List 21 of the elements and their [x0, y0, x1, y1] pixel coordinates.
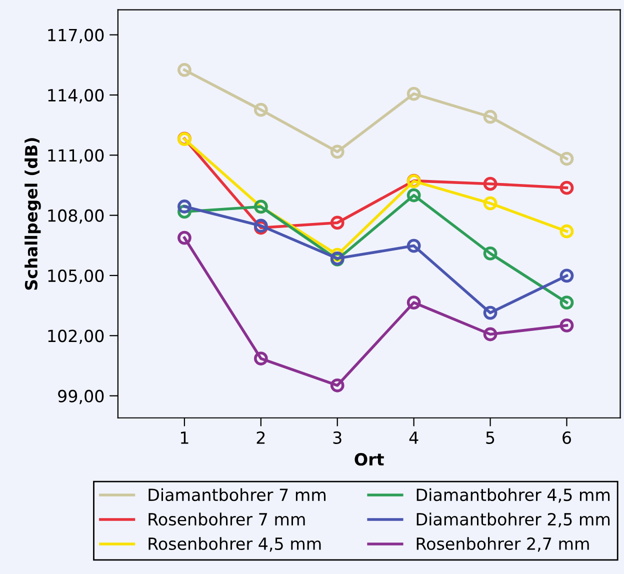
x-axis-title: Ort [354, 453, 384, 466]
x-tick-label: 4 [409, 432, 418, 444]
y-axis-title: Schallpegel (dB) [24, 138, 41, 290]
y-tick-label: 105,00 [48, 269, 104, 284]
y-tick-label: 102,00 [48, 330, 104, 344]
legend-label: Diamantbohrer 2,5 mm [416, 512, 610, 528]
x-tick-label: 6 [562, 431, 571, 444]
legend-label: Diamantbohrer 4,5 mm [416, 488, 610, 503]
legend-label: Rosenbohrer 4,5 mm [148, 537, 321, 552]
x-tick-label: 1 [180, 432, 188, 444]
x-tick-label: 2 [256, 431, 265, 444]
x-tick-label: 5 [486, 432, 494, 444]
y-tick-label: 99,00 [58, 390, 104, 404]
legend-label: Rosenbohrer 7 mm [148, 512, 305, 526]
legend-label: Diamantbohrer 7 mm [148, 488, 326, 502]
y-tick-label: 111,00 [48, 149, 104, 164]
y-tick-label: 114,00 [48, 88, 104, 104]
y-tick-label: 108,00 [48, 209, 104, 224]
x-tick-label: 3 [333, 431, 342, 444]
y-tick-label: 117,00 [48, 28, 104, 44]
legend-label: Rosenbohrer 2,7 mm [416, 537, 589, 552]
